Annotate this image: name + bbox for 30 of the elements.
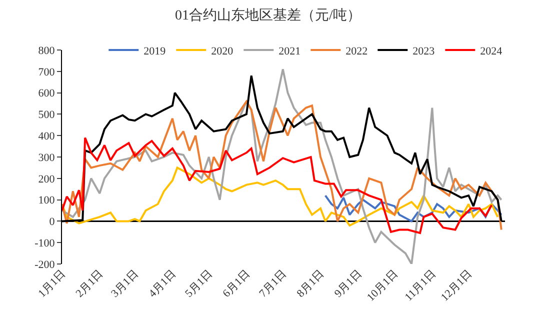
chart-title: 01合约山东地区基差（元/吨） (175, 7, 361, 24)
y-tick-label: 0 (49, 216, 56, 228)
y-tick-label: 700 (38, 66, 56, 78)
y-tick-label: 400 (38, 130, 56, 142)
y-tick-label: 600 (38, 88, 56, 100)
x-tick-label: 6月1日 (220, 268, 252, 300)
y-tick-label: 200 (38, 173, 56, 186)
x-tick-label: 12月1日 (438, 268, 475, 304)
x-tick-label: 10月1日 (364, 268, 401, 304)
y-tick-label: 500 (38, 109, 56, 122)
x-tick-label: 7月1日 (257, 268, 289, 300)
legend-label: 2024 (480, 45, 503, 58)
x-tick-label: 4月1日 (146, 268, 178, 300)
y-tick-label: 100 (38, 194, 56, 207)
legend-label: 2022 (346, 45, 368, 58)
x-tick-label: 2月1日 (74, 268, 106, 300)
legend-label: 2020 (211, 45, 234, 58)
x-tick-label: 5月1日 (183, 268, 215, 300)
y-tick-label: -200 (34, 258, 56, 271)
legend-label: 2023 (412, 45, 436, 58)
x-tick-label: 9月1日 (332, 268, 364, 300)
x-tick-label: 1月1日 (36, 268, 68, 300)
legend-label: 2019 (144, 45, 166, 58)
y-tick-label: 800 (38, 44, 56, 57)
y-tick-label: -100 (34, 237, 56, 250)
x-tick-label: 8月1日 (294, 268, 327, 300)
y-tick-label: 300 (38, 152, 56, 164)
x-tick-label: 11月1日 (402, 268, 438, 304)
legend-label: 2021 (278, 45, 301, 58)
x-tick-label: 3月1日 (109, 268, 141, 300)
